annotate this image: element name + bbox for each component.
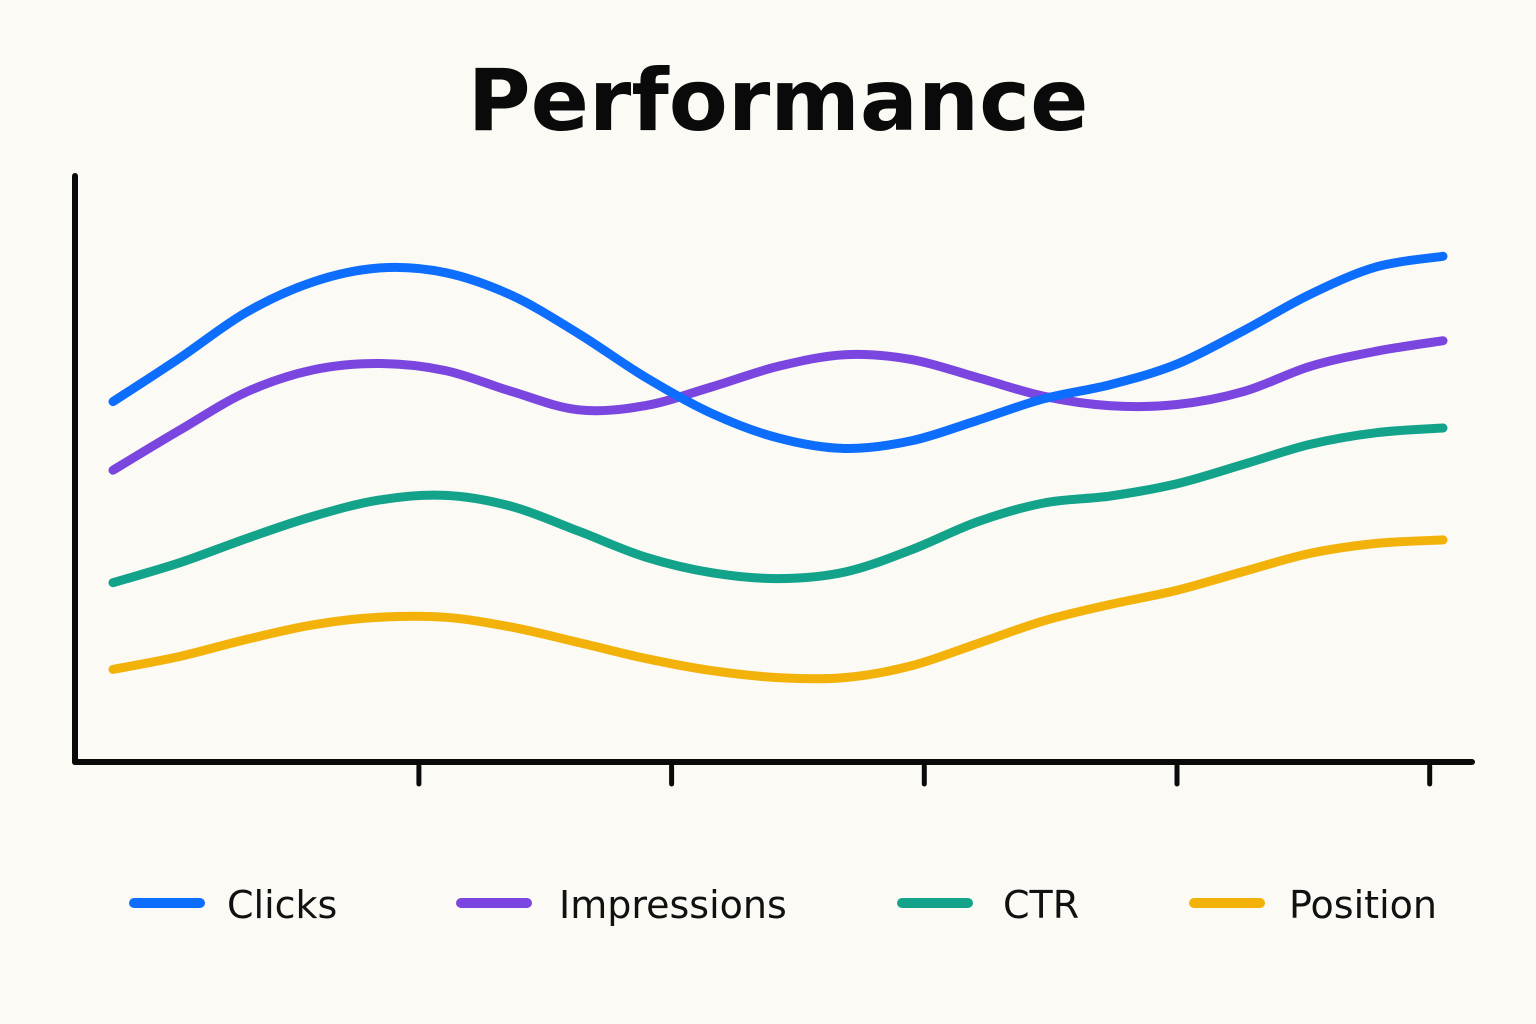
legend-label-clicks: Clicks <box>227 883 337 927</box>
x-axis-ticks <box>416 763 1433 787</box>
legend-label-impressions: Impressions <box>559 883 787 927</box>
legend-label-position: Position <box>1289 883 1437 927</box>
legend-item-impressions: Impressions <box>456 883 787 927</box>
legend-item-ctr: CTR <box>897 883 1079 927</box>
legend-item-position: Position <box>1189 883 1437 927</box>
series-line-impressions <box>108 336 1448 475</box>
series-line-position <box>108 535 1448 684</box>
series-lines <box>108 251 1448 684</box>
legend-label-ctr: CTR <box>1003 883 1079 927</box>
series-line-ctr <box>108 423 1448 588</box>
legend-item-clicks: Clicks <box>129 883 337 927</box>
legend: Clicks Impressions CTR Position <box>129 883 1437 927</box>
chart-title: Performance <box>468 51 1089 151</box>
axes <box>72 173 1475 765</box>
series-line-clicks <box>108 251 1448 454</box>
